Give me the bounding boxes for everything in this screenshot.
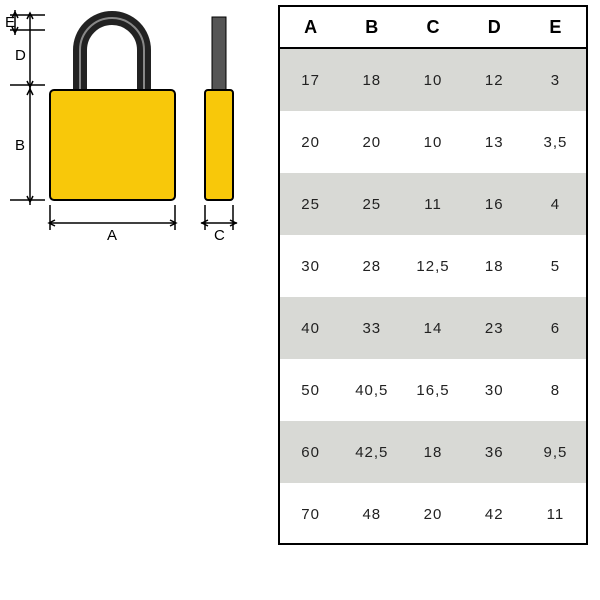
table-cell: 3,5 xyxy=(525,134,586,151)
padlock-spec-sheet: E D B A xyxy=(0,0,600,600)
dim-label-a: A xyxy=(107,227,117,244)
table-cell: 50 xyxy=(280,382,341,399)
table-cell: 12 xyxy=(464,72,525,89)
table-cell: 4 xyxy=(525,196,586,213)
dim-label-c: C xyxy=(214,227,225,244)
table-cell: 25 xyxy=(280,196,341,213)
table-body: 171810123202010133,5252511164302812,5185… xyxy=(280,49,586,545)
table-cell: 17 xyxy=(280,72,341,89)
table-cell: 70 xyxy=(280,506,341,523)
table-cell: 6 xyxy=(525,320,586,337)
table-row: 171810123 xyxy=(280,49,586,111)
table-cell: 5 xyxy=(525,258,586,275)
dimension-table: A B C D E 171810123202010133,52525111643… xyxy=(278,5,588,545)
table-row: 202010133,5 xyxy=(280,111,586,173)
padlock-body-front xyxy=(50,90,175,200)
table-row: 7048204211 xyxy=(280,483,586,545)
table-cell: 30 xyxy=(280,258,341,275)
table-cell: 16,5 xyxy=(402,382,463,399)
table-cell: 18 xyxy=(464,258,525,275)
col-header: E xyxy=(525,7,586,47)
dim-label-b: B xyxy=(15,137,25,154)
table-cell: 16 xyxy=(464,196,525,213)
table-cell: 8 xyxy=(525,382,586,399)
table-cell: 10 xyxy=(402,72,463,89)
table-cell: 20 xyxy=(402,506,463,523)
table-cell: 11 xyxy=(525,506,586,523)
col-header: D xyxy=(464,7,525,47)
table-cell: 14 xyxy=(402,320,463,337)
table-row: 6042,518369,5 xyxy=(280,421,586,483)
table-row: 302812,5185 xyxy=(280,235,586,297)
table-row: 252511164 xyxy=(280,173,586,235)
dim-label-d: D xyxy=(15,47,26,64)
table-cell: 18 xyxy=(341,72,402,89)
table-cell: 60 xyxy=(280,444,341,461)
table-cell: 12,5 xyxy=(402,258,463,275)
table-row: 5040,516,5308 xyxy=(280,359,586,421)
col-header: C xyxy=(402,7,463,47)
table-cell: 23 xyxy=(464,320,525,337)
table-cell: 3 xyxy=(525,72,586,89)
table-cell: 25 xyxy=(341,196,402,213)
table-cell: 30 xyxy=(464,382,525,399)
shackle-front xyxy=(80,18,144,90)
table-header-row: A B C D E xyxy=(280,7,586,49)
table-cell: 40 xyxy=(280,320,341,337)
dim-label-e: E xyxy=(5,14,15,31)
table-cell: 36 xyxy=(464,444,525,461)
table-cell: 20 xyxy=(280,134,341,151)
table-cell: 42,5 xyxy=(341,444,402,461)
table-cell: 13 xyxy=(464,134,525,151)
table-cell: 48 xyxy=(341,506,402,523)
shackle-side xyxy=(212,17,226,92)
table-cell: 11 xyxy=(402,196,463,213)
table-cell: 10 xyxy=(402,134,463,151)
col-header: B xyxy=(341,7,402,47)
padlock-body-side xyxy=(205,90,233,200)
table-cell: 28 xyxy=(341,258,402,275)
table-cell: 33 xyxy=(341,320,402,337)
col-header: A xyxy=(280,7,341,47)
table-cell: 40,5 xyxy=(341,382,402,399)
table-cell: 18 xyxy=(402,444,463,461)
table-cell: 42 xyxy=(464,506,525,523)
table-cell: 9,5 xyxy=(525,444,586,461)
padlock-diagram: E D B A xyxy=(5,5,265,265)
table-cell: 20 xyxy=(341,134,402,151)
table-row: 403314236 xyxy=(280,297,586,359)
